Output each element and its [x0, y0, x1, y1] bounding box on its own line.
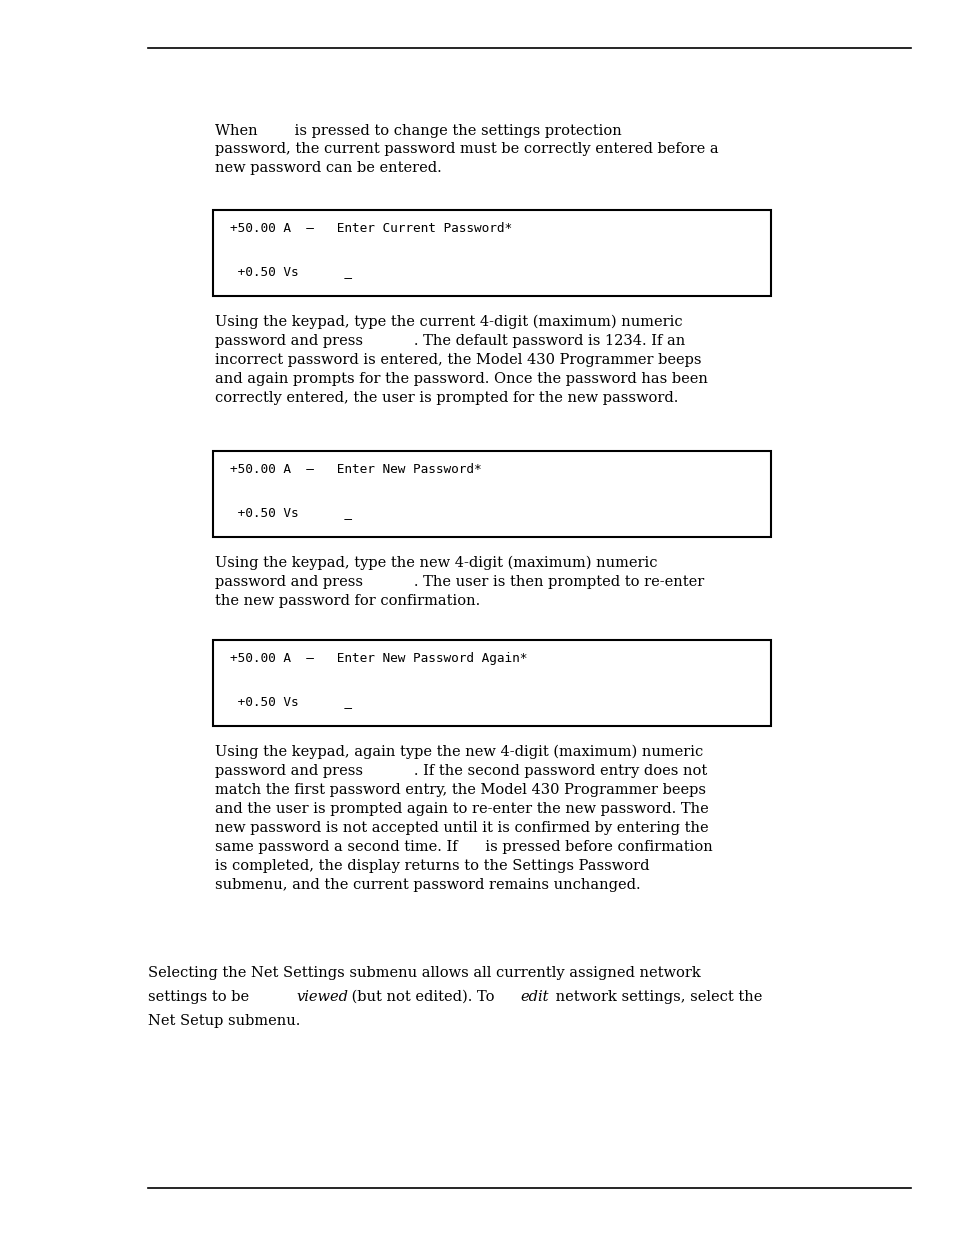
Text: Using the keypad, type the new 4-digit (maximum) numeric
password and press     : Using the keypad, type the new 4-digit (… [214, 556, 703, 608]
Text: Using the keypad, type the current 4-digit (maximum) numeric
password and press : Using the keypad, type the current 4-dig… [214, 315, 707, 405]
Text: Selecting the Net Settings submenu allows all currently assigned network: Selecting the Net Settings submenu allow… [148, 966, 700, 979]
Bar [213, 640, 770, 726]
Text: When        is pressed to change the settings protection
password, the current p: When is pressed to change the settings p… [214, 124, 718, 175]
Bar [213, 451, 770, 537]
Bar [213, 210, 770, 296]
Text: viewed: viewed [295, 990, 348, 1004]
Text: +0.50 Vs      _: +0.50 Vs _ [230, 266, 352, 279]
Text: +50.00 A  –   Enter New Password*: +50.00 A – Enter New Password* [230, 463, 481, 477]
Text: Using the keypad, again type the new 4-digit (maximum) numeric
password and pres: Using the keypad, again type the new 4-d… [214, 745, 712, 892]
Text: Net Setup submenu.: Net Setup submenu. [148, 1014, 300, 1028]
Text: +0.50 Vs      _: +0.50 Vs _ [230, 695, 352, 709]
Text: edit: edit [519, 990, 548, 1004]
Text: network settings, select the: network settings, select the [551, 990, 761, 1004]
Text: settings to be: settings to be [148, 990, 253, 1004]
Text: +0.50 Vs      _: +0.50 Vs _ [230, 506, 352, 520]
Text: +50.00 A  –   Enter Current Password*: +50.00 A – Enter Current Password* [230, 222, 512, 236]
Text: +50.00 A  –   Enter New Password Again*: +50.00 A – Enter New Password Again* [230, 652, 527, 666]
Text: (but not edited). To: (but not edited). To [346, 990, 498, 1004]
